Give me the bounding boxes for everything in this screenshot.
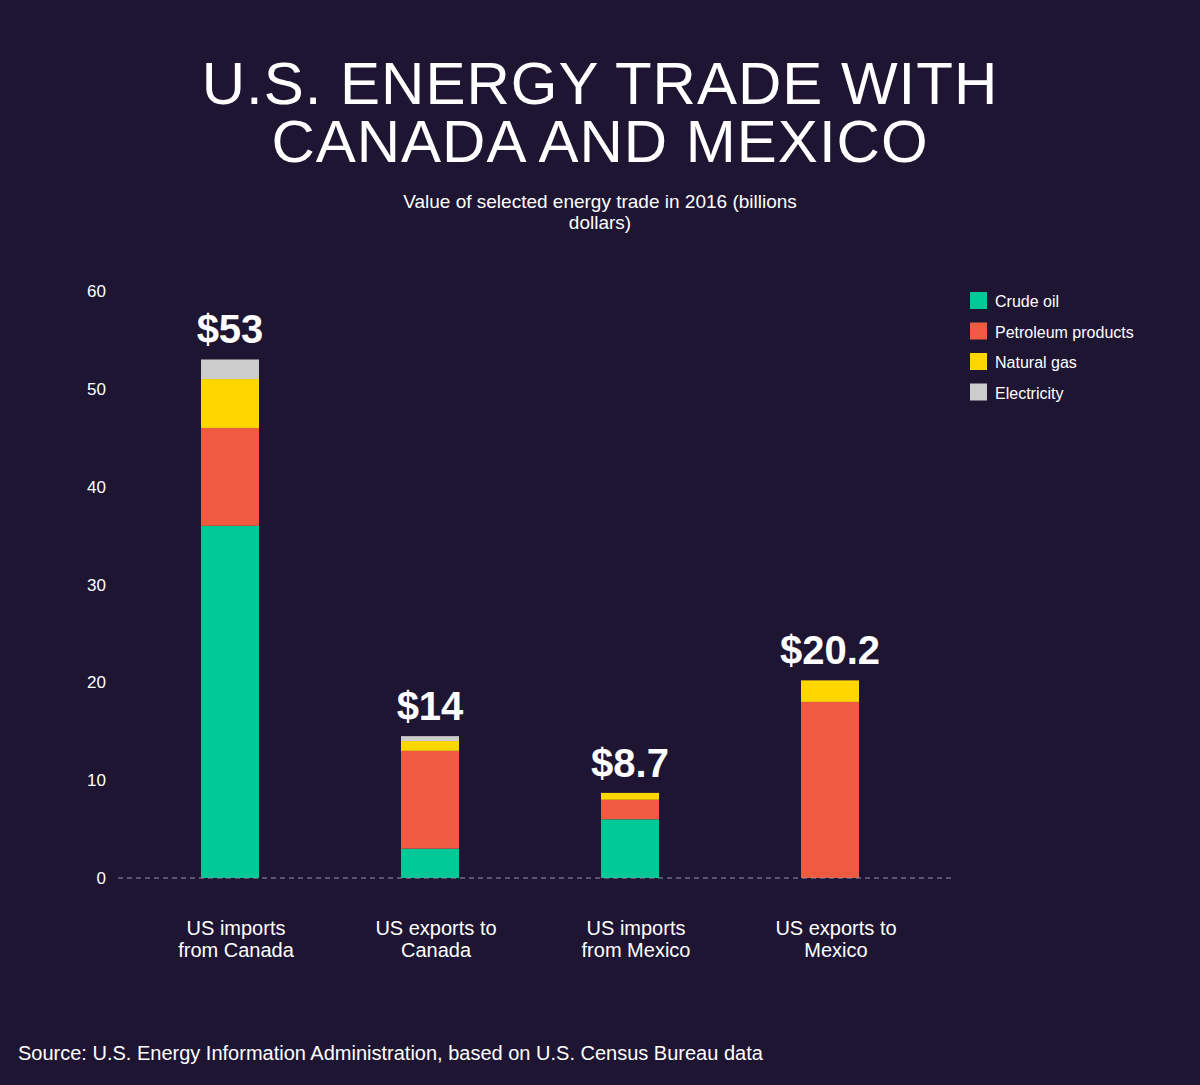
bar-segment [601,793,659,800]
bar-segment [401,751,459,849]
x-tick-label-line: from Canada [178,939,294,961]
legend-label: Electricity [995,385,1063,402]
background [0,0,1200,1085]
bar-segment [201,526,259,878]
bar-segment [201,379,259,428]
y-tick-label: 40 [87,478,106,497]
x-tick-label-line: from Mexico [582,939,691,961]
y-tick-label: 60 [87,282,106,301]
title-line: U.S. ENERGY TRADE WITH [202,50,999,117]
legend-label: Natural gas [995,354,1077,371]
chart: U.S. ENERGY TRADE WITHCANADA AND MEXICO V… [0,0,1200,1085]
y-tick-label: 10 [87,771,106,790]
bar-segment [801,680,859,702]
bar-segment [601,800,659,820]
y-tick-label: 50 [87,380,106,399]
legend-swatch [970,292,987,309]
total-label: $14 [397,684,464,728]
title-line: CANADA AND MEXICO [271,108,928,175]
legend-label: Crude oil [995,293,1059,310]
x-tick-label: US exports toMexico [775,917,896,961]
source: Source: U.S. Energy Information Administ… [18,1042,764,1064]
bar-segment [401,741,459,751]
bar-segment [401,849,459,878]
x-tick-label-line: Mexico [804,939,867,961]
subtitle: Value of selected energy trade in 2016 (… [403,191,797,233]
bar-segment [201,359,259,379]
x-tick-label: US exports toCanada [375,917,496,961]
subtitle-line: dollars) [569,212,631,233]
bars [201,359,859,878]
x-tick-label: US importsfrom Canada [178,917,294,961]
legend-swatch [970,353,987,370]
legend: Crude oil Petroleum products Natural gas El… [970,292,1134,402]
x-tick-label-line: US imports [187,917,286,939]
y-tick-label: 20 [87,673,106,692]
total-label: $53 [197,307,264,351]
x-tick-label-line: Canada [401,939,472,961]
bar-segment [401,736,459,741]
y-tick-label: 0 [97,869,106,888]
bar-segment [601,819,659,878]
total-label: $8.7 [591,741,669,785]
x-tick-label: US importsfrom Mexico [582,917,691,961]
x-tick-label-line: US exports to [375,917,496,939]
bar-segment [801,680,859,681]
title: U.S. ENERGY TRADE WITHCANADA AND MEXICO [202,50,999,175]
bar-segment [801,702,859,878]
legend-label: Petroleum products [995,324,1134,341]
subtitle-line: Value of selected energy trade in 2016 (… [403,191,797,212]
legend-swatch [970,384,987,401]
baseline [118,878,955,879]
x-tick-label-line: US imports [587,917,686,939]
bar-segment [201,428,259,526]
y-tick-label: 30 [87,576,106,595]
x-tick-label-line: US exports to [775,917,896,939]
legend-swatch [970,323,987,340]
bar-segment [601,792,659,793]
total-label: $20.2 [780,628,880,672]
